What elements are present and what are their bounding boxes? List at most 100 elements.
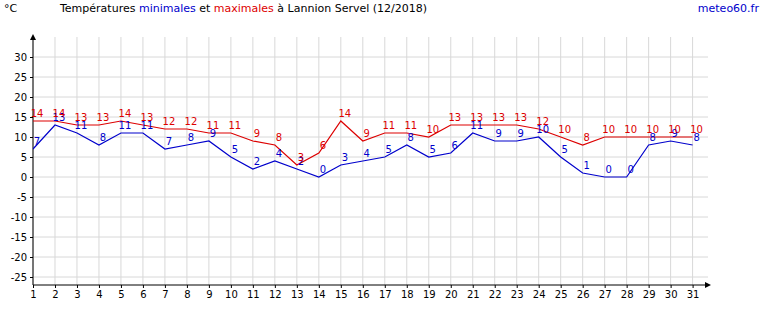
tick: 25 bbox=[555, 285, 568, 300]
x-grid-line bbox=[186, 37, 187, 285]
tick-mark bbox=[33, 285, 34, 288]
title: Températures minimales et maximales à La… bbox=[59, 2, 427, 15]
tick-mark bbox=[451, 285, 452, 288]
data-label: 10 bbox=[426, 124, 439, 135]
tick-label: 17 bbox=[379, 289, 392, 300]
tick: 12 bbox=[269, 285, 282, 300]
tick-label: 7 bbox=[162, 289, 168, 300]
data-label: 14 bbox=[53, 108, 66, 119]
tick-mark bbox=[583, 285, 584, 288]
data-label: 3 bbox=[298, 152, 304, 163]
tick: 30 bbox=[14, 52, 33, 63]
data-label: 10 bbox=[668, 124, 681, 135]
tick-mark bbox=[187, 285, 188, 288]
x-grid-line bbox=[516, 37, 517, 285]
data-label: 2 bbox=[254, 156, 260, 167]
x-grid-line bbox=[560, 37, 561, 285]
x-grid-line bbox=[384, 37, 385, 285]
data-label: 4 bbox=[276, 148, 282, 159]
x-grid-line bbox=[472, 37, 473, 285]
tick-label: -5 bbox=[17, 192, 27, 203]
tick: 22 bbox=[489, 285, 502, 300]
x-grid-line bbox=[428, 37, 429, 285]
tick-label: 29 bbox=[643, 289, 656, 300]
data-label: 5 bbox=[561, 144, 567, 155]
tick: 14 bbox=[313, 285, 326, 300]
tick-label: 5 bbox=[21, 152, 27, 163]
y-grid-line bbox=[33, 257, 708, 258]
tick: 4 bbox=[96, 285, 102, 300]
tick: 13 bbox=[291, 285, 304, 300]
tick-mark bbox=[385, 285, 386, 288]
tick-label: 31 bbox=[687, 289, 700, 300]
chart: 1234567891011121314151617181920212223242… bbox=[0, 0, 765, 320]
tick: 10 bbox=[14, 132, 33, 143]
tick: 29 bbox=[643, 285, 656, 300]
tick: 28 bbox=[621, 285, 634, 300]
tick: 15 bbox=[335, 285, 348, 300]
data-label: 13 bbox=[448, 112, 461, 123]
data-label: 13 bbox=[97, 112, 110, 123]
x-grid-line bbox=[142, 37, 143, 285]
source: meteo60.fr bbox=[698, 2, 760, 15]
tick-label: 25 bbox=[555, 289, 568, 300]
data-label: 8 bbox=[100, 132, 106, 143]
tick-label: 16 bbox=[357, 289, 370, 300]
data-label: 5 bbox=[386, 144, 392, 155]
tick-label: 21 bbox=[467, 289, 480, 300]
tick-label: 10 bbox=[225, 289, 238, 300]
data-label: 14 bbox=[31, 108, 44, 119]
tick-mark bbox=[165, 285, 166, 288]
x-grid-line bbox=[208, 37, 209, 285]
axis-line bbox=[33, 285, 708, 286]
tick: 20 bbox=[14, 92, 33, 103]
tick: -25 bbox=[11, 272, 33, 283]
tick: 23 bbox=[511, 285, 524, 300]
y-grid-line bbox=[33, 237, 708, 238]
tick: -15 bbox=[11, 232, 33, 243]
tick-label: 3 bbox=[74, 289, 80, 300]
data-label: 10 bbox=[624, 124, 637, 135]
tick-mark bbox=[693, 285, 694, 288]
tick-label: 10 bbox=[14, 132, 27, 143]
series-line bbox=[33, 125, 693, 177]
tick-label: 15 bbox=[14, 112, 27, 123]
tick-mark bbox=[143, 285, 144, 288]
x-grid-line bbox=[230, 37, 231, 285]
x-grid-line bbox=[648, 37, 649, 285]
data-label: 11 bbox=[119, 120, 132, 131]
tick: 16 bbox=[357, 285, 370, 300]
tick-mark bbox=[99, 285, 100, 288]
y-grid-line bbox=[33, 277, 708, 278]
data-label: 14 bbox=[119, 108, 132, 119]
tick-label: 0 bbox=[21, 172, 27, 183]
tick-mark bbox=[297, 285, 298, 288]
plot-area bbox=[33, 121, 693, 177]
tick-mark bbox=[30, 77, 33, 78]
tick-label: 19 bbox=[423, 289, 436, 300]
data-label: 4 bbox=[364, 148, 370, 159]
tick-mark bbox=[30, 257, 33, 258]
tick-mark bbox=[30, 137, 33, 138]
y-grid-line bbox=[33, 117, 708, 118]
tick-label: 22 bbox=[489, 289, 502, 300]
tick-label: 25 bbox=[14, 72, 27, 83]
tick-label: 8 bbox=[184, 289, 190, 300]
tick-label: 27 bbox=[599, 289, 612, 300]
data-label: 12 bbox=[185, 116, 198, 127]
x-grid-line bbox=[54, 37, 55, 285]
tick: 31 bbox=[687, 285, 700, 300]
tick-mark bbox=[627, 285, 628, 288]
data-label: 8 bbox=[188, 132, 194, 143]
x-grid-line bbox=[604, 37, 605, 285]
data-label: 10 bbox=[602, 124, 615, 135]
x-grid-line bbox=[494, 37, 495, 285]
x-grid-line bbox=[538, 37, 539, 285]
data-label: 10 bbox=[690, 124, 703, 135]
series-line bbox=[33, 121, 693, 165]
tick-label: -15 bbox=[11, 232, 27, 243]
tick-mark bbox=[30, 97, 33, 98]
tick: 25 bbox=[14, 72, 33, 83]
tick-label: -20 bbox=[11, 252, 27, 263]
data-label: 9 bbox=[518, 128, 524, 139]
